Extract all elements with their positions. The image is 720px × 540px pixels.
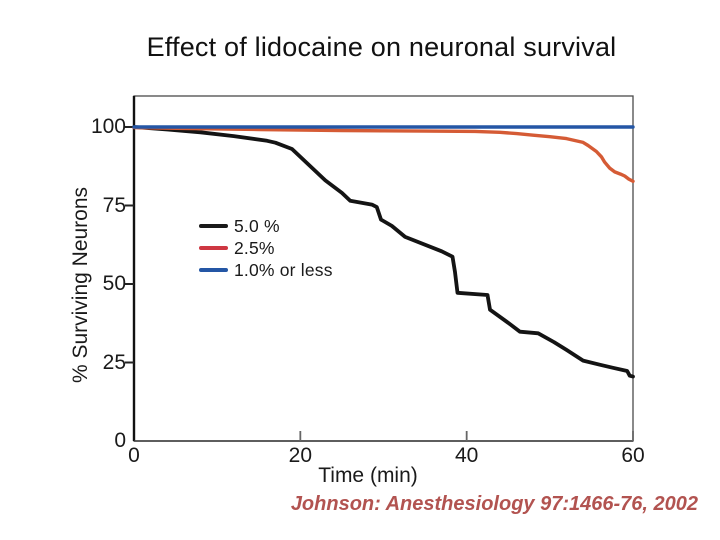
y-tick-label: 50: [102, 272, 126, 295]
legend-label: 2.5%: [234, 237, 275, 258]
legend-item: 1.0% or less: [199, 259, 333, 281]
citation: Johnson: Anesthesiology 97:1466-76, 2002: [290, 493, 698, 515]
y-tick-label: 100: [90, 115, 126, 138]
legend-swatch: [199, 268, 228, 272]
series-line-5.0-: [132, 125, 635, 379]
y-tick-label: 25: [102, 350, 126, 374]
legend-label: 1.0% or less: [234, 259, 333, 280]
y-tick-label: 75: [102, 193, 126, 217]
series-line-2.5-: [132, 125, 635, 184]
x-tick-label: 60: [621, 444, 645, 467]
slide-title: Effect of lidocaine on neuronal survival: [146, 32, 617, 62]
legend: 5.0 % 2.5% 1.0% or less: [199, 215, 333, 281]
legend-item: 2.5%: [199, 237, 333, 259]
legend-swatch: [199, 224, 228, 228]
y-tick-label: 0: [114, 429, 126, 452]
legend-swatch: [199, 246, 228, 250]
x-tick-label: 40: [454, 444, 479, 467]
x-tick-label: 0: [128, 444, 140, 467]
legend-label: 5.0 %: [234, 215, 280, 236]
x-tick-label: 20: [288, 444, 313, 467]
legend-item: 5.0 %: [199, 215, 333, 237]
x-axis-title: Time (min): [318, 464, 418, 487]
